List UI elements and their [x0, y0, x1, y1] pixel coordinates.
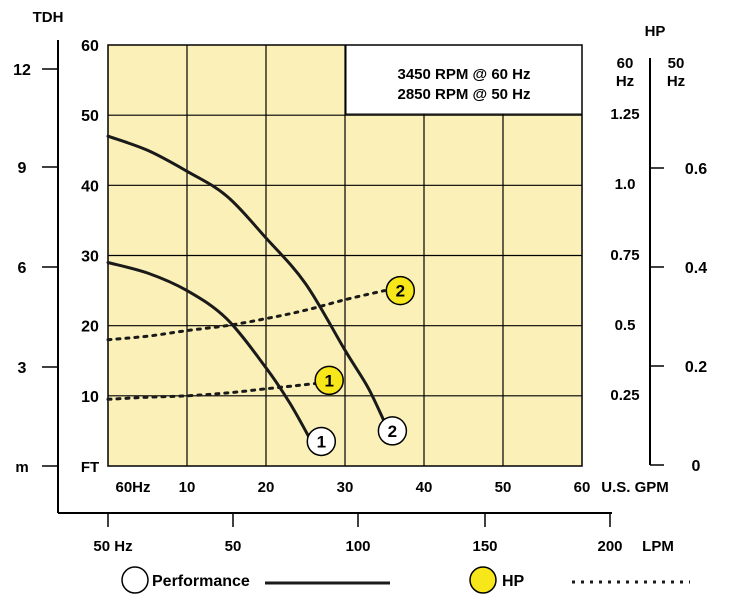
m-ticks: 3 6 9 12 [13, 62, 58, 467]
hp60-tick-label: 1.25 [610, 106, 639, 123]
m-tick-label: 12 [13, 62, 31, 79]
ft-tick-label: 50 [81, 108, 99, 125]
ft-tick-label: 20 [81, 319, 99, 336]
hp-curve-1 [106, 380, 331, 401]
hp60-ticks: 0.25 0.5 0.75 1.0 1.25 [610, 106, 639, 404]
grid [108, 45, 582, 466]
performance-curve-1 [106, 261, 311, 440]
gpm-tick-label: 20 [258, 479, 275, 496]
hp60-tick-label: 0.5 [615, 317, 636, 334]
legend-hp-label: HP [502, 573, 525, 590]
performance-marker-2 [377, 416, 408, 446]
gpm-unit: U.S. GPM [601, 479, 669, 496]
performance-curve-2 [106, 134, 390, 433]
info-line-2: 2850 RPM @ 50 Hz [397, 86, 530, 103]
ft-ticks: 10 20 30 40 50 60 [81, 38, 99, 406]
lpm-tick-label: 50 [225, 538, 242, 555]
hp-marker-label: 1 [324, 371, 333, 390]
ft-tick-label: 60 [81, 38, 99, 55]
lpm-tick-label: 100 [345, 538, 370, 555]
ft-tick-label: 40 [81, 178, 99, 195]
hp60-header-b: Hz [616, 73, 634, 90]
performance-marker-1 [306, 426, 337, 457]
hp50-header-a: 50 [668, 55, 685, 72]
m-tick-label: 6 [18, 260, 27, 277]
hp50-header-b: Hz [667, 73, 685, 90]
ft-label: FT [81, 459, 99, 476]
performance-marker-label: 2 [388, 422, 397, 441]
gpm-tick-label: 50 [495, 479, 512, 496]
performance-marker-label: 1 [317, 432, 326, 451]
legend-hp-swatch [469, 566, 497, 594]
hp60-tick-label: 1.0 [615, 176, 636, 193]
plot-border [107, 44, 583, 467]
hp-curve-2 [106, 289, 386, 342]
m-tick-label: 9 [18, 160, 27, 177]
hp60-tick-label: 0.25 [610, 387, 639, 404]
gpm-tick-label: 60 [574, 479, 591, 496]
lpm-tick-label: 150 [472, 538, 497, 555]
gpm-tick-label: 30 [337, 479, 354, 496]
lpm-unit: LPM [642, 538, 674, 555]
legend-performance-label: Performance [152, 573, 250, 590]
gpm-tick-label: 40 [416, 479, 433, 496]
hp50-tick-label: 0 [692, 458, 701, 475]
hp50-tick-label: 0.6 [685, 161, 707, 178]
info-box [345, 44, 583, 115]
tdh-label: TDH [33, 9, 64, 26]
hp-label: HP [645, 23, 666, 40]
hp-marker-1 [314, 365, 344, 396]
m-tick-label: 3 [18, 360, 27, 377]
hp60-tick-label: 0.75 [610, 247, 639, 264]
gpm-ticks: 10 20 30 40 50 60 [179, 479, 591, 496]
ft-tick-label: 30 [81, 249, 99, 266]
info-line-1: 3450 RPM @ 60 Hz [397, 66, 530, 83]
series-layer: 1 2 1 2 [106, 134, 416, 457]
gpm-prefix: 60Hz [115, 479, 150, 496]
lpm-prefix: 50 Hz [93, 538, 132, 555]
hp50-tick-label: 0.2 [685, 359, 707, 376]
gpm-tick-label: 10 [179, 479, 196, 496]
hp50-ticks: 0 0.2 0.4 0.6 [650, 161, 707, 475]
hp-marker-label: 2 [396, 282, 405, 301]
m-label: m [15, 459, 28, 476]
ft-tick-label: 10 [81, 389, 99, 406]
hp-marker-2 [385, 275, 416, 306]
lpm-tick-label: 200 [597, 538, 622, 555]
hp50-tick-label: 0.4 [685, 260, 707, 277]
lpm-ticks: 50 100 150 200 [107, 513, 623, 555]
hp60-header-a: 60 [617, 55, 634, 72]
legend-performance-swatch [121, 566, 149, 594]
